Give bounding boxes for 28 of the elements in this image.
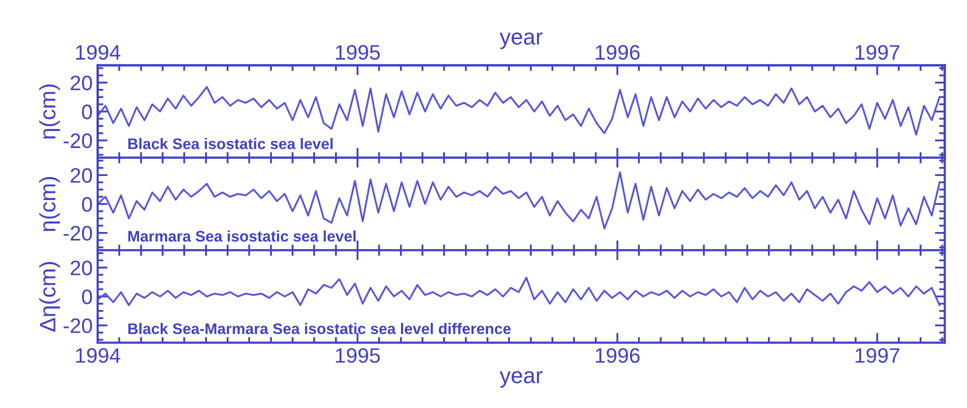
y-tick-label: -20 <box>64 226 92 241</box>
annotation: Marmara Sea isostatic sea level <box>128 230 356 242</box>
x2-tick-label: 1995 <box>336 45 380 60</box>
y-tick-label: 20 <box>70 260 92 276</box>
y-tick-label: -20 <box>64 318 92 334</box>
line-series <box>98 86 940 136</box>
x-tick-label: 1997 <box>856 348 900 363</box>
x-tick-label: 1995 <box>336 348 380 363</box>
line-series <box>98 171 940 230</box>
x2-tick-label: 1996 <box>596 45 640 60</box>
y-tick-label: -20 <box>64 133 92 148</box>
annotation: Black Sea isostatic sea level <box>128 138 333 150</box>
x-tick-label: 1994 <box>76 348 120 363</box>
x2-tick-label: 1997 <box>856 45 900 60</box>
x-tick-label: 1996 <box>596 348 640 363</box>
x2-tick-label: 1994 <box>76 45 120 60</box>
y-tick-label: 0 <box>82 289 92 304</box>
x-axis-title: year <box>500 371 542 388</box>
y-axis-title: Δη(cm) <box>39 262 60 332</box>
y-tick-label: 0 <box>82 197 92 212</box>
y-axis-title: η(cm) <box>39 176 60 232</box>
annotation: Black Sea-Marmara Sea isostatic sea level difference <box>128 322 511 334</box>
x2-axis-title: year <box>500 32 542 50</box>
y-tick-label: 20 <box>70 76 92 90</box>
y-tick-label: 20 <box>70 168 92 183</box>
y-axis-title: η(cm) <box>39 84 60 139</box>
y-tick-label: 0 <box>82 104 92 120</box>
line-series <box>98 276 940 306</box>
